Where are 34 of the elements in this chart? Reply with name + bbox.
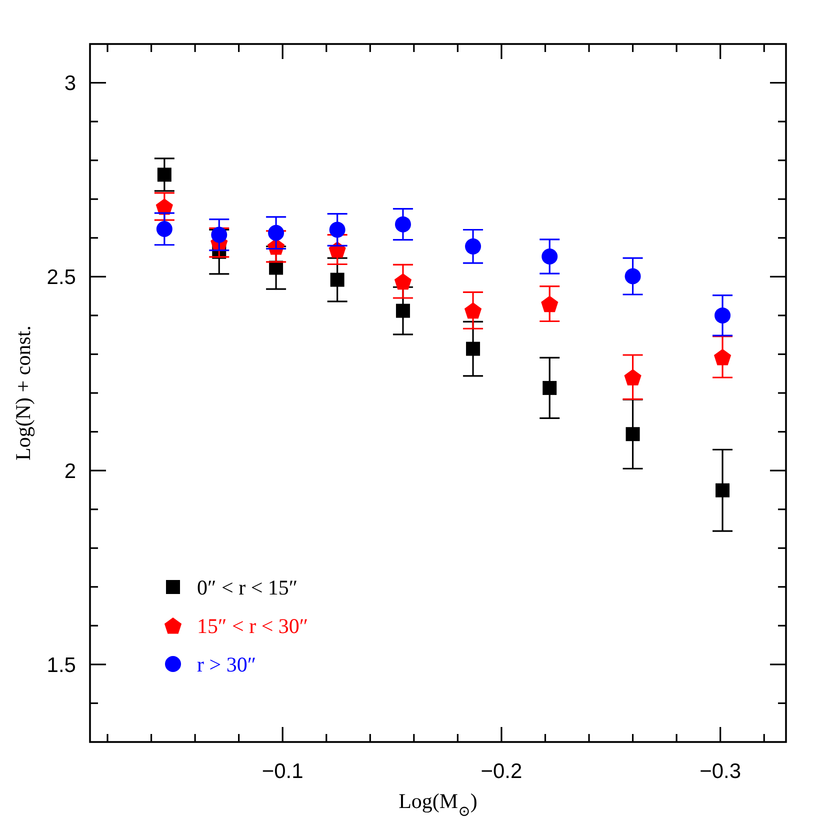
point	[624, 268, 641, 284]
point	[714, 348, 732, 366]
point	[542, 380, 557, 395]
x-axis-title: Log(M$_{⊙}$)	[398, 789, 478, 820]
point	[626, 427, 640, 442]
point	[396, 304, 410, 318]
legend-label: r > 30″	[197, 652, 256, 676]
y-tick-label: 2	[64, 460, 76, 483]
y-tick-label: 3	[64, 72, 76, 96]
point	[156, 220, 172, 237]
y-tick-label: 2.5	[46, 266, 76, 290]
point	[714, 307, 731, 324]
point	[329, 222, 346, 238]
point	[465, 238, 482, 254]
y-axis-title: Log(N) + const.	[11, 326, 35, 460]
point	[716, 483, 730, 498]
x-tick-label: −0.1	[262, 760, 304, 783]
point	[268, 224, 284, 241]
point	[541, 296, 558, 312]
point	[464, 302, 482, 319]
x-tick-label: −0.3	[700, 760, 742, 783]
legend-label: 0″ < r < 15″	[197, 575, 298, 600]
x-tick-label: −0.2	[480, 760, 522, 783]
point	[211, 226, 228, 243]
point	[394, 273, 412, 290]
legend-label: 15″ < r < 30″	[197, 614, 308, 638]
point	[330, 272, 344, 287]
point	[542, 248, 558, 264]
point	[466, 342, 480, 356]
point	[157, 168, 172, 182]
y-tick-label: 1.5	[46, 654, 76, 677]
point	[156, 198, 173, 215]
point	[394, 216, 411, 232]
point	[624, 369, 642, 386]
